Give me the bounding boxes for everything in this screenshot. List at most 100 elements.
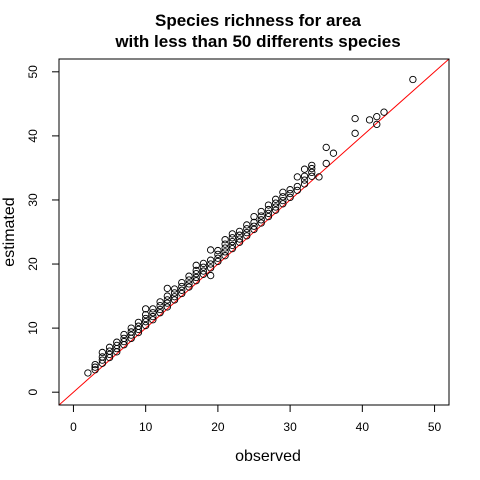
data-point-60 <box>192 269 200 278</box>
data-point-128 <box>315 173 323 181</box>
data-point-25 <box>134 325 143 334</box>
data-point-23 <box>127 324 135 332</box>
data-point-73 <box>214 254 222 262</box>
data-point-131 <box>329 149 338 157</box>
chart-title-line-1: Species richness for area <box>155 11 362 30</box>
data-point-115 <box>286 189 294 198</box>
data-point-89 <box>235 227 244 236</box>
data-point-118 <box>293 182 301 191</box>
data-point-30 <box>142 314 150 323</box>
data-point-46 <box>170 296 179 304</box>
data-point-41 <box>163 303 171 311</box>
data-point-17 <box>120 337 128 346</box>
data-point-112 <box>279 193 287 201</box>
data-point-28 <box>142 321 150 330</box>
data-point-81 <box>228 245 236 253</box>
data-point-14 <box>113 341 121 350</box>
data-point-61 <box>192 266 200 275</box>
data-point-68 <box>207 264 215 272</box>
data-point-52 <box>178 282 186 291</box>
y-axis-label: estimated <box>1 197 18 266</box>
data-point-45 <box>163 284 171 293</box>
data-point-11 <box>105 343 114 351</box>
data-point-108 <box>272 199 280 207</box>
data-point-134 <box>365 116 374 124</box>
data-point-71 <box>207 246 215 254</box>
data-point-72 <box>214 257 222 266</box>
data-points <box>84 75 417 377</box>
data-point-57 <box>185 272 193 280</box>
y-tick-label-5: 50 <box>26 65 40 79</box>
y-tick-label-2: 20 <box>26 257 40 271</box>
data-point-137 <box>380 108 388 116</box>
x-tick-label-2: 20 <box>211 420 225 434</box>
data-point-107 <box>272 203 280 211</box>
data-point-59 <box>192 273 200 282</box>
data-point-79 <box>221 240 229 248</box>
data-point-3 <box>91 360 99 369</box>
data-point-123 <box>300 165 309 173</box>
data-point-116 <box>286 186 294 194</box>
data-point-105 <box>264 201 273 209</box>
y-tick-label-3: 30 <box>26 193 40 207</box>
data-point-1 <box>91 366 99 374</box>
data-point-66 <box>199 259 208 268</box>
data-point-69 <box>207 260 215 268</box>
data-point-104 <box>264 205 273 214</box>
data-point-77 <box>221 248 229 256</box>
data-point-113 <box>279 188 287 196</box>
data-point-63 <box>199 270 208 278</box>
data-point-38 <box>156 305 164 314</box>
data-point-31 <box>142 311 150 319</box>
data-point-5 <box>98 356 106 364</box>
data-point-18 <box>120 334 128 343</box>
y-axis: 0 10 20 30 40 50 <box>26 65 60 396</box>
x-axis-label: observed <box>235 448 301 465</box>
data-point-65 <box>199 263 208 271</box>
data-point-40 <box>156 298 164 306</box>
data-point-106 <box>272 206 280 214</box>
data-point-83 <box>228 237 236 246</box>
data-point-114 <box>286 193 294 202</box>
data-point-95 <box>250 222 258 230</box>
data-point-121 <box>300 176 309 184</box>
data-point-32 <box>142 305 150 313</box>
data-point-84 <box>228 234 236 242</box>
data-point-21 <box>127 331 135 339</box>
data-point-76 <box>221 252 229 260</box>
data-point-22 <box>127 328 135 336</box>
data-point-58 <box>192 277 200 285</box>
data-point-0 <box>84 369 92 377</box>
data-point-51 <box>178 286 186 294</box>
x-tick-label-0: 0 <box>70 420 77 434</box>
data-point-36 <box>149 305 157 313</box>
data-point-124 <box>308 172 316 180</box>
data-point-26 <box>134 322 143 330</box>
data-point-86 <box>235 238 244 246</box>
data-point-94 <box>250 225 258 234</box>
data-point-110 <box>279 200 287 208</box>
data-point-43 <box>163 296 171 304</box>
data-point-98 <box>257 219 265 227</box>
data-point-42 <box>163 299 171 307</box>
data-point-96 <box>250 218 258 227</box>
data-point-111 <box>279 196 287 205</box>
data-point-138 <box>409 75 417 84</box>
data-point-85 <box>228 230 236 238</box>
data-point-133 <box>351 114 359 123</box>
data-point-122 <box>300 172 309 180</box>
data-point-48 <box>170 289 179 297</box>
y-tick-label-4: 40 <box>26 129 40 143</box>
data-point-55 <box>185 280 193 288</box>
data-point-6 <box>98 353 106 361</box>
data-point-35 <box>149 309 157 317</box>
data-point-132 <box>351 129 359 137</box>
data-point-88 <box>235 231 244 239</box>
data-point-39 <box>156 302 164 310</box>
y-tick-label-0: 0 <box>26 389 40 396</box>
data-point-120 <box>300 180 309 188</box>
data-point-103 <box>264 209 273 218</box>
data-point-37 <box>156 309 164 317</box>
data-point-10 <box>105 347 114 355</box>
